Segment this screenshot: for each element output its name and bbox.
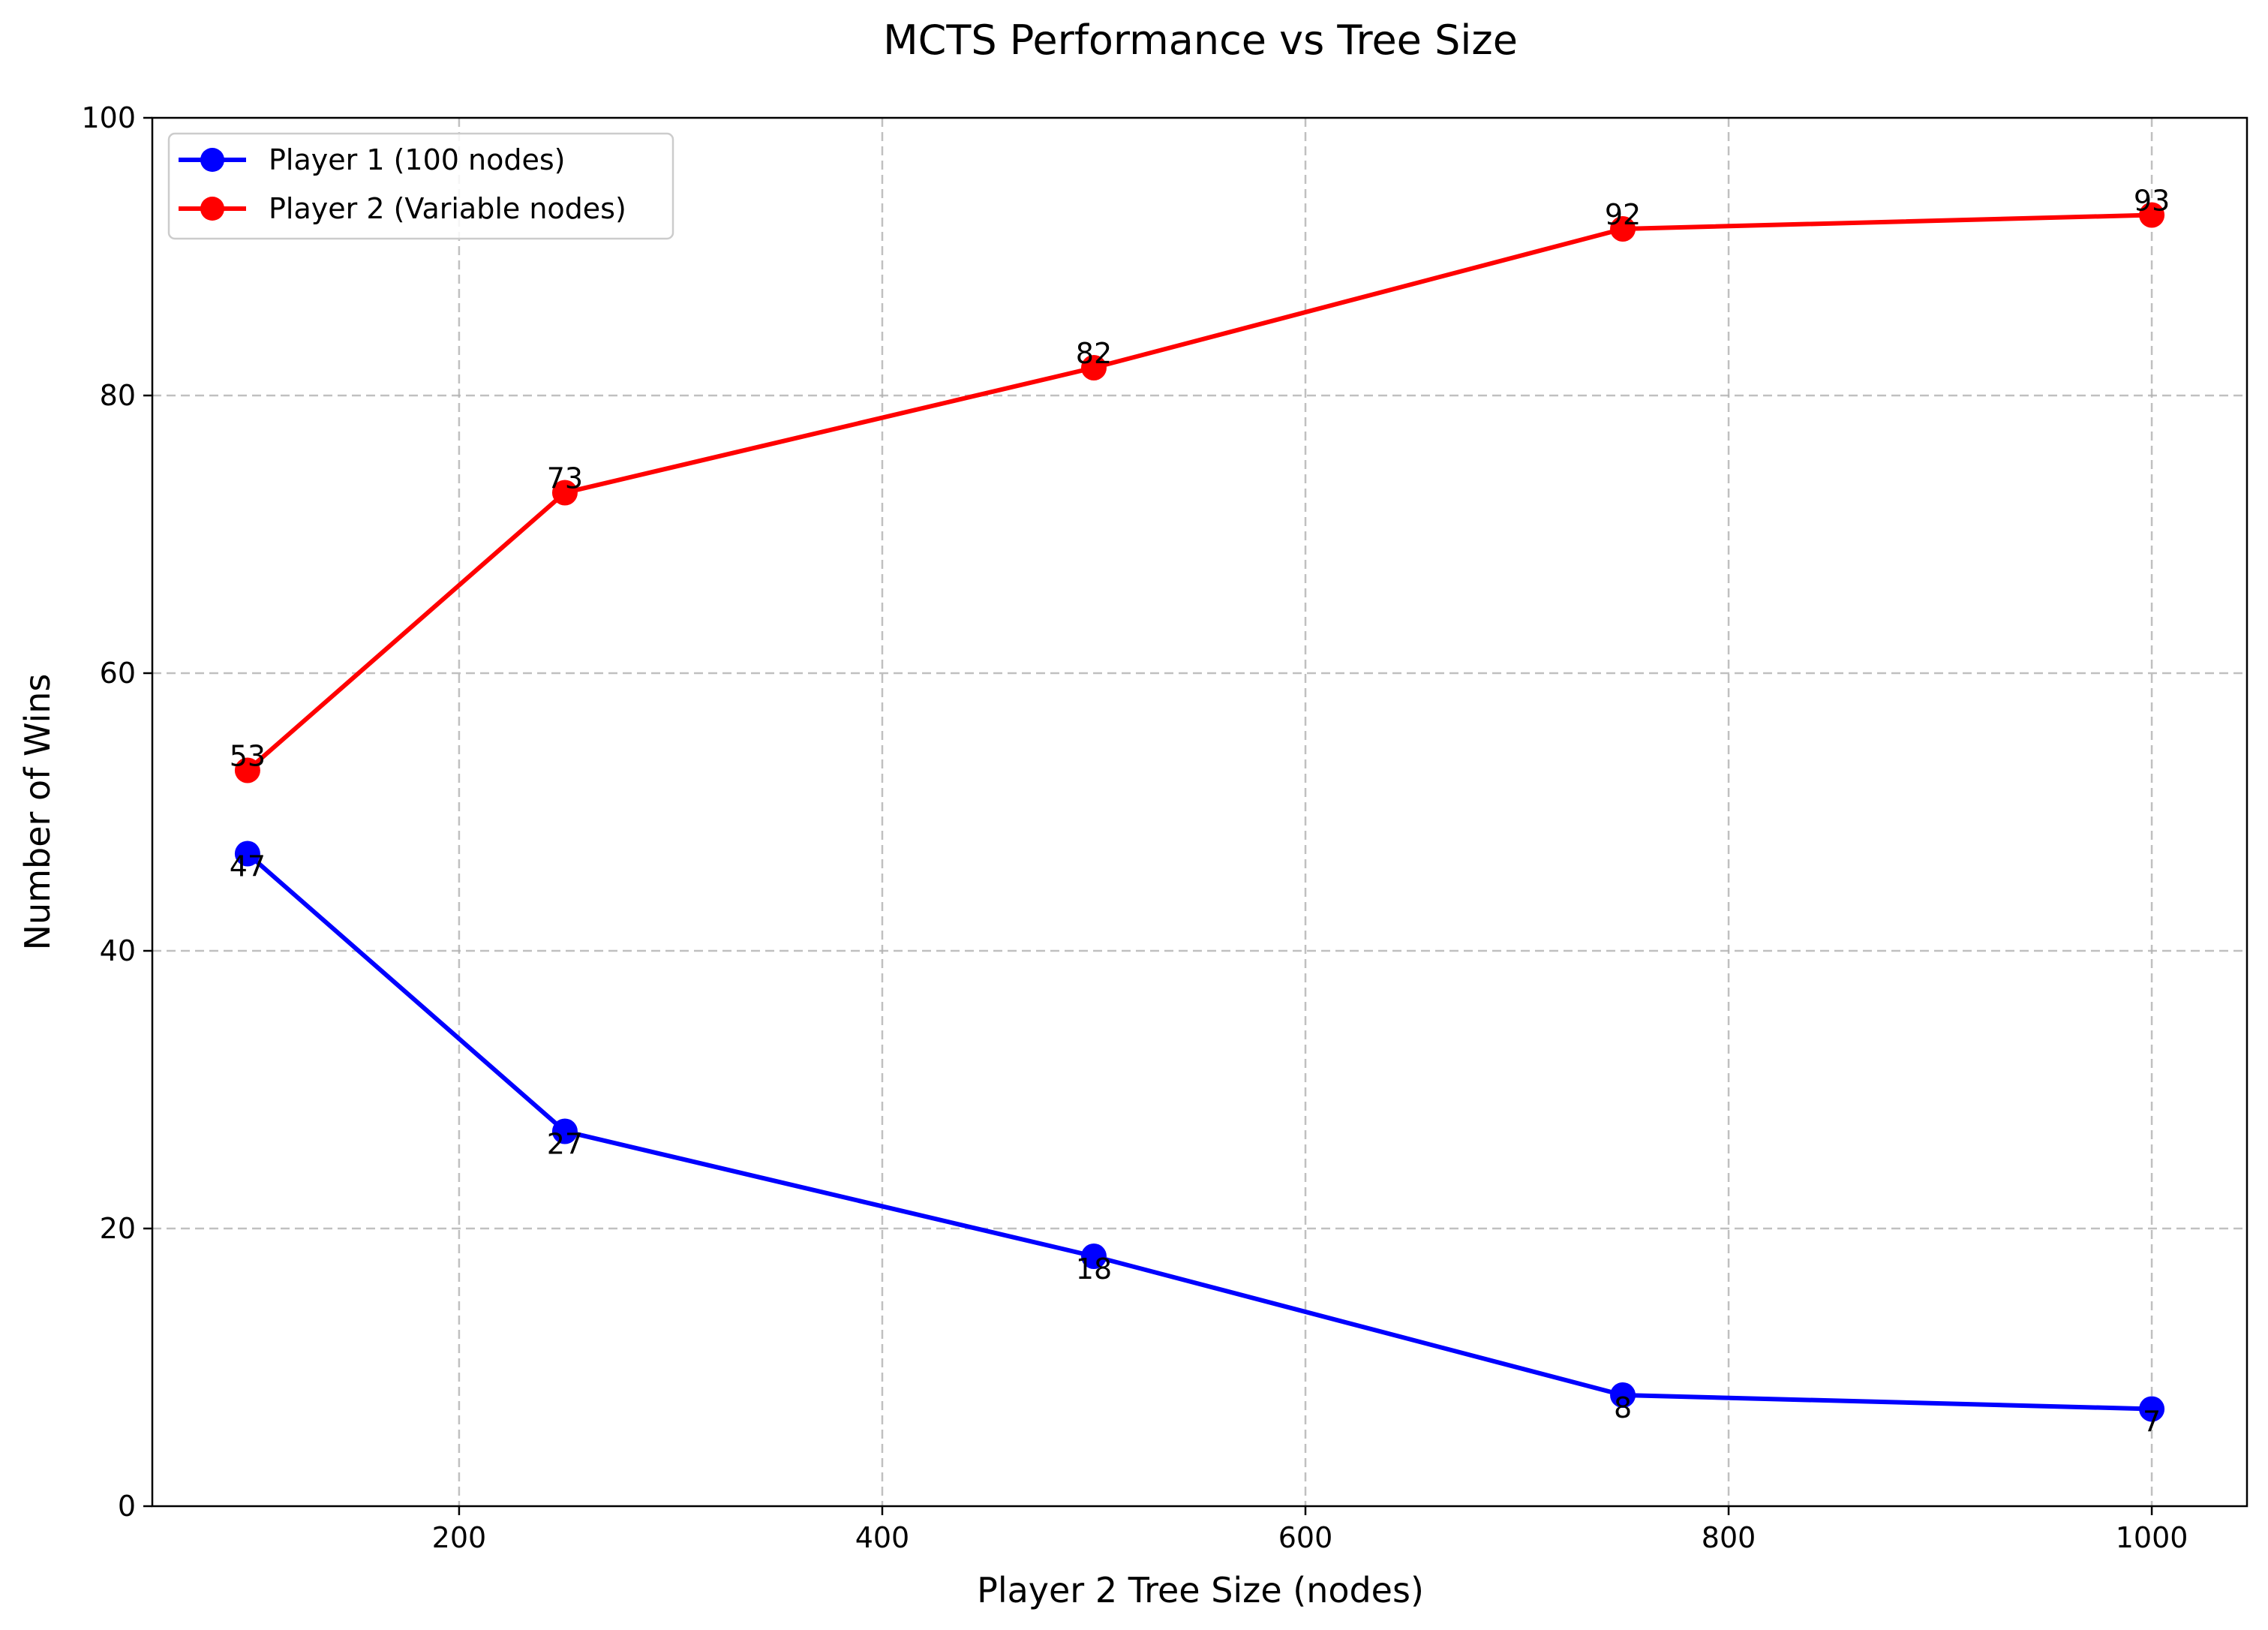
data-label-player-1: 7 [2143,1406,2161,1439]
data-label-player-1: 18 [1076,1253,1112,1286]
y-tick-label: 80 [100,379,136,412]
x-tick-label: 600 [1278,1521,1333,1554]
y-tick-label: 40 [100,934,136,967]
chart-title: MCTS Performance vs Tree Size [883,17,1518,64]
axis-ticks: 200 400 600 800 1000 0 20 40 60 80 100 [81,101,2188,1554]
y-tick-label: 0 [118,1490,136,1523]
y-axis-label: Number of Wins [17,674,58,951]
x-axis-label: Player 2 Tree Size (nodes) [977,1570,1424,1610]
data-label-player-2: 82 [1076,337,1112,370]
x-tick-label: 400 [855,1521,910,1554]
data-label-player-2: 93 [2134,185,2170,218]
legend: Player 1 (100 nodes) Player 2 (Variable … [167,132,674,240]
legend-label-player-2: Player 2 (Variable nodes) [269,192,626,225]
legend-box [167,132,674,240]
y-tick-label: 100 [81,101,136,134]
legend-marker-player-1 [200,148,224,172]
data-label-player-1: 47 [230,850,266,883]
data-point-player-1 [1080,1244,1107,1269]
data-labels: 47 27 18 8 7 53 73 82 92 93 [230,185,2170,1439]
data-point-player-2 [1080,355,1107,380]
data-point-player-1 [234,841,260,867]
y-tick-label: 20 [100,1212,136,1245]
data-point-player-2 [234,757,260,783]
data-label-player-2: 92 [1605,198,1641,231]
data-point-player-1 [1610,1382,1636,1408]
x-tick-label: 1000 [2116,1521,2188,1554]
data-point-player-1 [551,1118,578,1144]
data-label-player-2: 53 [230,740,266,773]
series-layer [234,202,2165,1422]
data-label-player-2: 73 [547,462,583,495]
legend-marker-player-2 [200,197,224,221]
data-point-player-1 [2139,1396,2165,1422]
data-label-player-1: 8 [1614,1391,1632,1424]
plot-frame [151,116,2248,1508]
x-tick-label: 200 [432,1521,487,1554]
legend-label-player-1: Player 1 (100 nodes) [269,143,565,176]
data-point-player-2 [2139,202,2165,228]
data-point-player-2 [1610,216,1636,242]
data-label-player-1: 27 [547,1128,583,1161]
y-tick-label: 60 [100,657,136,690]
x-tick-label: 800 [1702,1521,1756,1554]
data-point-player-2 [551,480,578,506]
grid-lines [152,118,2247,1506]
